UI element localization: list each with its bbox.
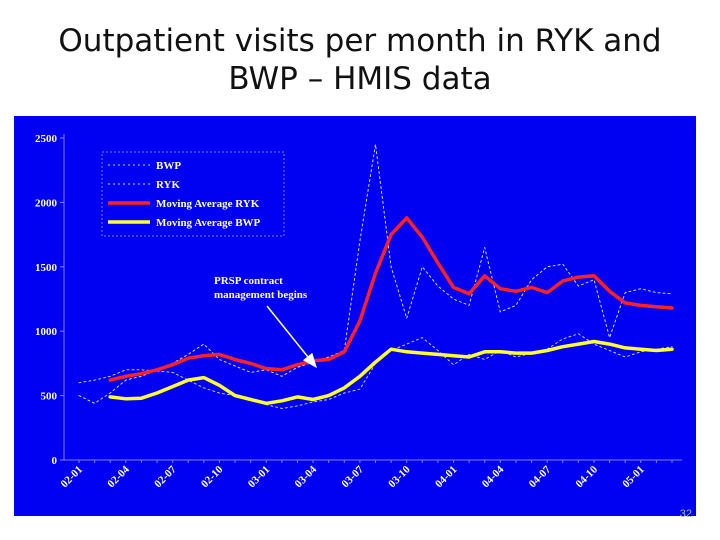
- slide-title-line-1: Outpatient visits per month in RYK and: [58, 23, 662, 59]
- y-tick-label: 2500: [35, 133, 58, 145]
- annotation-text-line-1: PRSP contract: [214, 275, 283, 287]
- series-line-ryk: [78, 143, 673, 404]
- legend: BWP RYK Moving Average RYK Moving Average B…: [101, 151, 285, 237]
- series-line-moving-average-ryk: [108, 216, 674, 382]
- annotation: PRSP contract management begins: [214, 275, 317, 369]
- series-layer: [78, 143, 674, 409]
- page-number: 32: [679, 508, 692, 520]
- legend-label: Moving Average RYK: [156, 198, 260, 210]
- y-tick-label: 1500: [35, 262, 58, 274]
- slide-title-line-2: BWP – HMIS data: [228, 61, 492, 97]
- legend-box: [101, 151, 285, 237]
- annotation-arrow: [266, 305, 317, 369]
- y-tick-label: 2000: [35, 197, 58, 209]
- chart-container: 0 500 1000 1500 2000 2500 02-01 02-04 02-07 02-10…: [14, 116, 696, 516]
- chart-background: [14, 116, 696, 516]
- annotation-text-line-2: management begins: [214, 289, 308, 301]
- series-line-moving-average-bwp: [108, 339, 674, 406]
- y-tick-label: 500: [41, 391, 58, 403]
- legend-label: RYK: [156, 179, 181, 191]
- legend-label: Moving Average BWP: [156, 217, 261, 229]
- y-tick-label: 1000: [35, 326, 58, 338]
- slide-title: Outpatient visits per month in RYK and B…: [0, 22, 720, 98]
- legend-label: BWP: [156, 160, 181, 172]
- y-tick-label: 0: [52, 455, 58, 467]
